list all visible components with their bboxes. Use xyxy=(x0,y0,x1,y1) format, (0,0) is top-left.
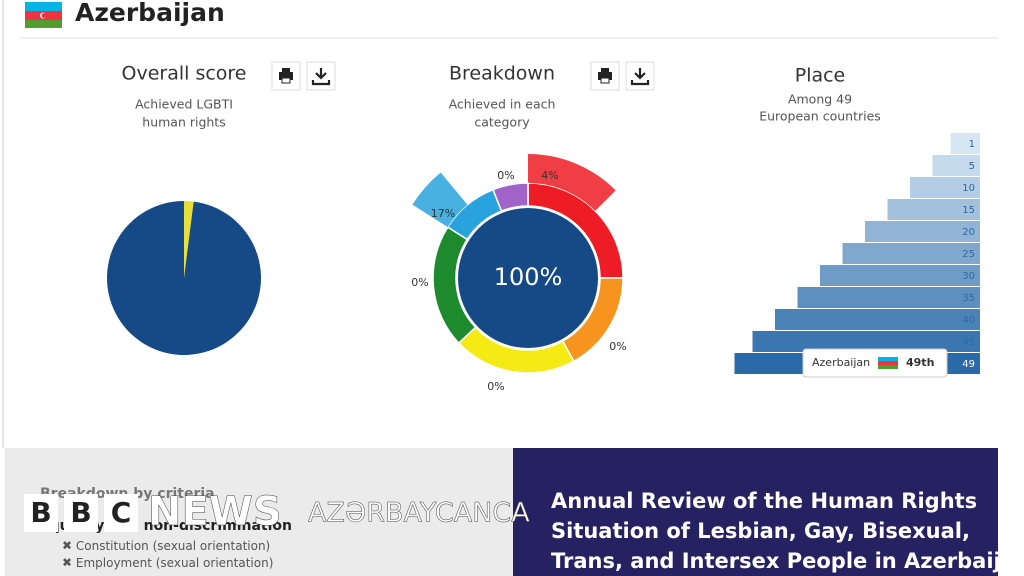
flag-band xyxy=(878,365,898,369)
rank-label: 40 xyxy=(962,315,975,326)
value-label: 4% xyxy=(541,169,558,182)
bbc-service: AZƏRBAYCANCA xyxy=(308,498,530,529)
print-button[interactable] xyxy=(590,61,620,91)
rank-label: 5 xyxy=(969,161,975,172)
download-button[interactable] xyxy=(306,61,336,91)
rank-bar xyxy=(797,287,980,308)
rank-label: 30 xyxy=(962,271,975,282)
section-title: Overall score xyxy=(122,63,247,85)
report-title: Situation of Lesbian, Gay, Bisexual, xyxy=(551,519,970,543)
rank-label: 25 xyxy=(962,249,975,260)
rank-bar xyxy=(775,309,980,330)
flag xyxy=(25,2,62,28)
center-label: 100% xyxy=(494,263,563,291)
criteria-section: Equality and non-discrimination xyxy=(40,518,292,534)
bbc-brand: NEWS xyxy=(148,489,282,535)
section-title: Place xyxy=(795,65,846,87)
rank-label: 1 xyxy=(969,139,975,150)
country-title: Azerbaijan xyxy=(75,0,225,27)
rank-label: 49 xyxy=(962,359,975,370)
rank-bar xyxy=(932,155,980,176)
print-button[interactable] xyxy=(271,61,301,91)
subtitle: human rights xyxy=(142,115,225,130)
subtitle: category xyxy=(474,115,530,130)
svg-text:C: C xyxy=(111,496,132,529)
report-title: Trans, and Intersex People in Azerbaijan xyxy=(551,549,1024,573)
charts: 4%0%0%0%17%0%100%15101520253035404549Aze… xyxy=(107,133,980,393)
bbc-logo: B B C xyxy=(24,494,138,532)
section-title: Breakdown xyxy=(449,63,555,85)
score-bar xyxy=(528,154,616,211)
svg-text:B: B xyxy=(70,496,91,529)
value-label: 17% xyxy=(431,207,455,220)
country-name: Azerbaijan xyxy=(812,356,870,369)
rank-bar xyxy=(910,177,980,198)
center-disc xyxy=(458,208,598,348)
country-rank: 49th xyxy=(906,356,934,369)
criteria-item: ✖ Employment (sexual orientation) xyxy=(62,556,273,570)
pie-slice xyxy=(107,201,262,355)
download-button[interactable] xyxy=(625,61,655,91)
pie-slice xyxy=(184,201,194,278)
rank-label: 15 xyxy=(962,205,975,216)
ring-segment xyxy=(492,182,529,213)
criteria-item: ✖ Constitution (sexual orientation) xyxy=(62,539,270,553)
report-panel xyxy=(513,448,998,576)
rank-label: 10 xyxy=(962,183,975,194)
rank-bar xyxy=(887,199,980,220)
report-title: Annual Review of the Human Rights xyxy=(551,489,977,513)
flag-band xyxy=(878,361,898,365)
rank-bar xyxy=(820,265,980,286)
subtitle: Achieved LGBTI xyxy=(135,97,233,112)
subtitle: European countries xyxy=(759,109,881,124)
value-label: 0% xyxy=(609,340,626,353)
value-label: 0% xyxy=(487,380,504,393)
subtitle: Achieved in each xyxy=(449,97,556,112)
score-bar xyxy=(412,172,468,228)
value-label: 0% xyxy=(411,276,428,289)
rank-label: 35 xyxy=(962,293,975,304)
country-badge xyxy=(802,348,948,378)
flag-band xyxy=(878,357,898,361)
value-label: 0% xyxy=(497,169,514,182)
svg-text:B: B xyxy=(30,496,51,529)
rank-label: 45 xyxy=(962,337,975,348)
rank-bar xyxy=(950,133,980,154)
subtitle: Among 49 xyxy=(788,92,852,107)
rank-bar xyxy=(865,221,980,242)
rank-label: 20 xyxy=(962,227,975,238)
rank-bar xyxy=(752,331,980,352)
rank-bar xyxy=(842,243,980,264)
